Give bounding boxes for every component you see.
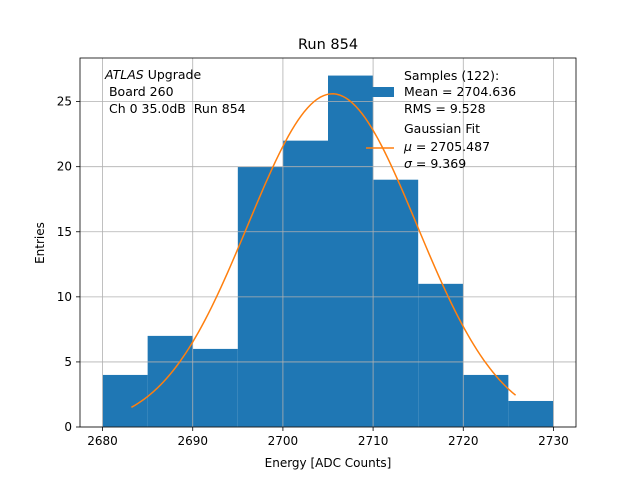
legend-mu-value: = 2705.487 xyxy=(412,139,490,154)
histogram-bar xyxy=(418,283,464,427)
histogram-bar xyxy=(373,179,419,427)
legend: Samples (122): Mean = 2704.636 RMS = 9.5… xyxy=(366,68,516,171)
x-tick-label: 2730 xyxy=(538,434,569,448)
legend-fit-title: Gaussian Fit xyxy=(404,121,480,136)
histogram-bar xyxy=(147,335,193,427)
histogram-bar xyxy=(192,348,238,427)
histogram-bar xyxy=(463,374,509,427)
histogram-bar xyxy=(508,400,554,427)
x-tick-label: 2680 xyxy=(87,434,118,448)
svg-text:μ = 2705.487: μ = 2705.487 xyxy=(403,139,490,154)
plot-frame xyxy=(79,57,577,428)
svg-text:ATLAS Upgrade: ATLAS Upgrade xyxy=(104,67,201,82)
histogram-bar xyxy=(282,140,328,427)
x-tick-label: 2690 xyxy=(177,434,208,448)
legend-samples-line3: RMS = 9.528 xyxy=(404,101,486,116)
annotation-line3: Ch 0 35.0dB Run 854 xyxy=(105,101,246,116)
legend-mu-symbol: μ xyxy=(403,139,412,154)
y-tick-label: 15 xyxy=(57,225,72,239)
legend-samples-patch xyxy=(366,87,394,97)
y-tick-label: 20 xyxy=(57,160,72,174)
annotation-italic: ATLAS xyxy=(104,67,144,82)
x-tick-label: 2710 xyxy=(358,434,389,448)
x-axis-ticks: 2680 2690 2700 2710 2720 2730 xyxy=(87,427,569,448)
y-tick-label: 10 xyxy=(57,290,72,304)
annotation-line2: Board 260 xyxy=(105,84,174,99)
legend-samples-line2: Mean = 2704.636 xyxy=(404,84,516,99)
legend-samples-line1: Samples (122): xyxy=(404,68,499,83)
x-tick-label: 2700 xyxy=(268,434,299,448)
atlas-annotation: ATLAS Upgrade Board 260 Ch 0 35.0dB Run … xyxy=(104,67,246,116)
annotation-line1-rest: Upgrade xyxy=(144,67,202,82)
y-tick-label: 5 xyxy=(64,355,72,369)
histogram-bar xyxy=(328,75,374,428)
x-tick-label: 2720 xyxy=(448,434,479,448)
x-axis-label: Energy [ADC Counts] xyxy=(265,456,392,470)
histogram-bar xyxy=(102,374,148,427)
gaussian-fit-curve xyxy=(131,93,517,408)
legend-sigma-value: = 9.369 xyxy=(412,156,466,171)
y-axis-label: Entries xyxy=(33,222,47,264)
y-tick-label: 0 xyxy=(64,420,72,434)
y-axis-ticks: 0 5 10 15 20 25 xyxy=(57,95,80,434)
y-tick-label: 25 xyxy=(57,95,72,109)
chart-title: Run 854 xyxy=(298,37,358,53)
svg-text:σ = 9.369: σ = 9.369 xyxy=(404,156,466,171)
legend-sigma-symbol: σ xyxy=(404,156,413,171)
